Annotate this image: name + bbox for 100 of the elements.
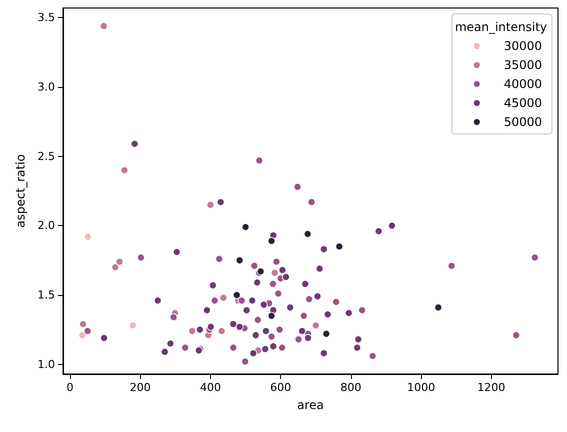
point: [368, 352, 377, 360]
point: [172, 248, 181, 256]
x-axis-title: area: [297, 398, 324, 412]
point: [312, 322, 320, 330]
x-tick-label: 200: [130, 381, 151, 394]
point: [216, 198, 225, 206]
point: [236, 256, 244, 264]
point: [128, 322, 137, 330]
point: [294, 335, 302, 344]
point: [276, 326, 284, 334]
point: [278, 266, 286, 274]
point: [278, 344, 286, 352]
point: [100, 334, 108, 342]
y-tick-label: 2.5: [38, 150, 55, 163]
legend-label: 35000: [504, 58, 542, 72]
point: [305, 295, 313, 304]
point: [316, 264, 324, 273]
point: [332, 298, 340, 306]
point: [300, 312, 308, 320]
point: [238, 296, 246, 304]
point: [78, 331, 86, 340]
point: [206, 322, 215, 331]
x-tick-label: 800: [340, 381, 362, 394]
point: [209, 281, 217, 290]
y-axis-title: aspect_ratio: [14, 154, 28, 228]
point: [218, 327, 226, 335]
point: [270, 268, 279, 277]
x-tick-label: 600: [270, 381, 292, 394]
legend-title: mean_intensity: [454, 20, 548, 34]
legend-label: 50000: [504, 115, 542, 129]
point: [252, 331, 260, 340]
point: [170, 313, 178, 322]
point: [79, 320, 87, 328]
point: [181, 344, 190, 352]
point: [160, 348, 169, 356]
point: [286, 304, 294, 312]
point: [304, 230, 312, 238]
y-tick-label: 2.0: [38, 219, 55, 232]
point: [354, 335, 362, 344]
point: [301, 280, 310, 288]
point: [166, 340, 174, 348]
point: [130, 140, 139, 148]
point: [269, 280, 277, 288]
legend-label: 45000: [504, 96, 542, 110]
point: [254, 316, 262, 324]
point: [206, 200, 214, 209]
point: [242, 223, 250, 231]
point: [294, 182, 302, 191]
point: [268, 237, 276, 245]
point: [196, 326, 204, 334]
point: [215, 255, 224, 263]
point: [120, 166, 128, 174]
point: [322, 330, 330, 338]
point: [272, 258, 280, 266]
point: [84, 327, 92, 335]
point: [314, 292, 322, 300]
point: [388, 222, 396, 230]
point: [248, 296, 256, 304]
point: [232, 291, 241, 299]
point: [242, 306, 251, 314]
point: [137, 254, 145, 262]
point: [241, 358, 250, 366]
point: [324, 310, 332, 318]
point: [250, 262, 258, 270]
point: [100, 22, 108, 30]
x-tick-label: 0: [66, 381, 74, 394]
point: [268, 312, 276, 320]
point: [335, 242, 344, 250]
point: [229, 320, 238, 328]
point: [530, 254, 539, 262]
point: [188, 327, 196, 335]
point: [374, 227, 383, 236]
point: [268, 332, 276, 340]
point: [249, 349, 258, 358]
point: [269, 342, 278, 350]
point: [262, 327, 270, 335]
point: [229, 344, 238, 352]
point: [448, 262, 456, 270]
point: [210, 296, 219, 304]
point: [236, 322, 244, 331]
legend-label: 40000: [504, 77, 542, 91]
point: [308, 198, 316, 206]
x-tick-label: 1000: [407, 381, 436, 394]
x-tick-label: 400: [200, 381, 221, 394]
legend-label: 30000: [504, 39, 542, 53]
y-tick-label: 1.0: [38, 358, 55, 371]
point: [358, 306, 366, 314]
point: [111, 263, 120, 272]
point: [353, 344, 362, 352]
point: [255, 156, 264, 164]
point: [512, 331, 520, 340]
point: [253, 278, 262, 286]
point: [282, 273, 290, 281]
point: [434, 304, 442, 312]
point: [320, 245, 328, 254]
y-tick-label: 1.5: [38, 288, 55, 302]
point: [203, 306, 211, 314]
point: [320, 349, 328, 358]
x-tick-label: 1200: [477, 381, 506, 394]
point: [84, 232, 92, 241]
